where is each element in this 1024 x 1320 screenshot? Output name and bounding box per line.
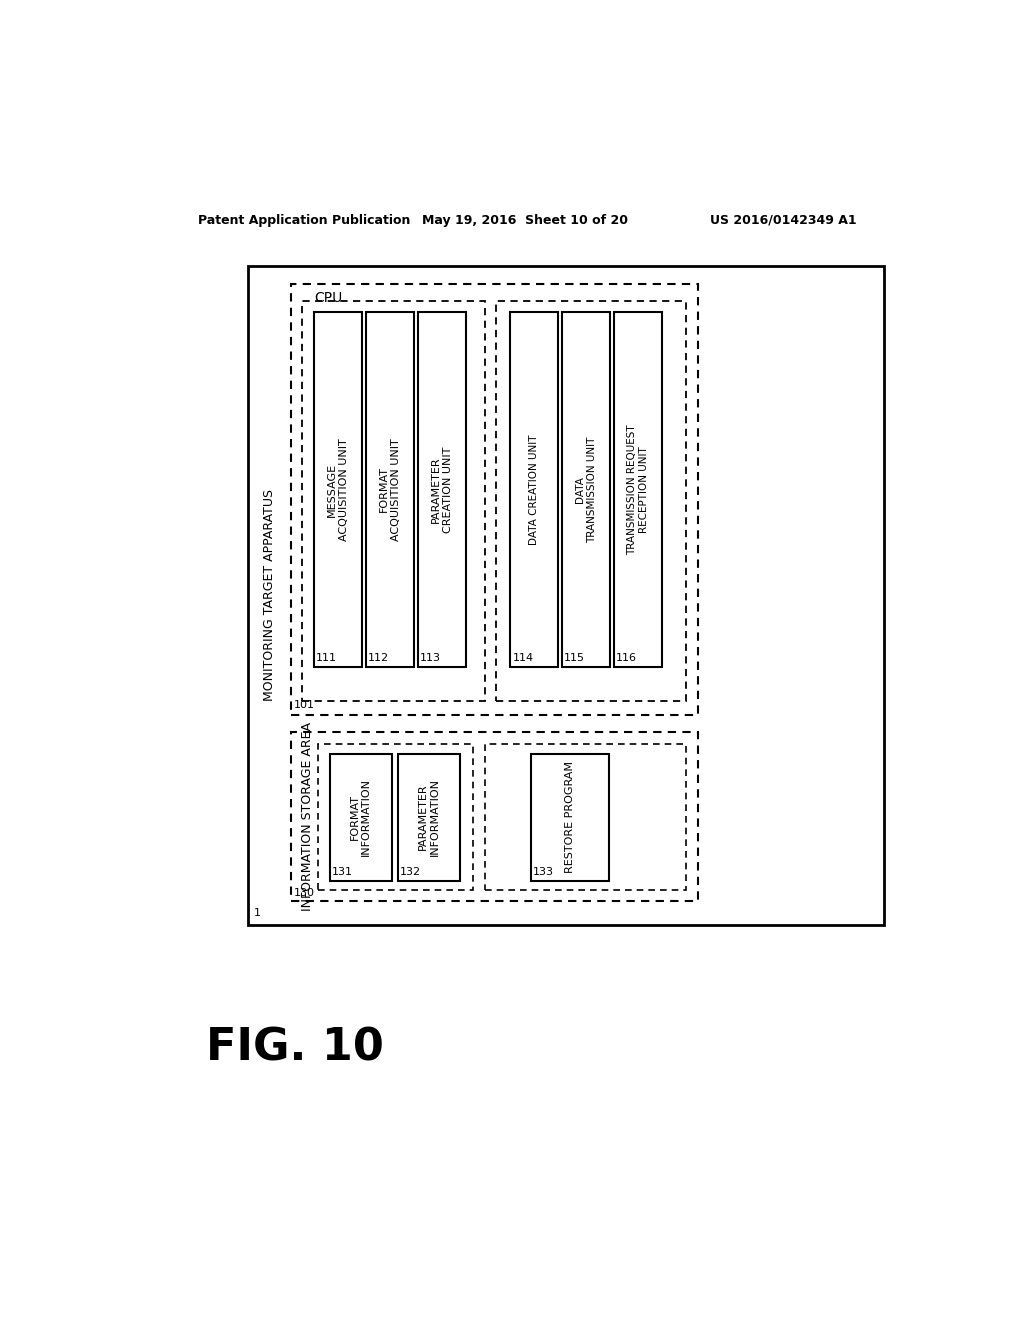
Text: FORMAT
INFORMATION: FORMAT INFORMATION <box>350 777 372 857</box>
Text: 114: 114 <box>512 653 534 663</box>
Text: 132: 132 <box>400 867 421 876</box>
Text: 116: 116 <box>616 653 637 663</box>
Text: RESTORE PROGRAM: RESTORE PROGRAM <box>565 762 574 873</box>
Text: 113: 113 <box>420 653 441 663</box>
Bar <box>291 733 697 902</box>
Text: 133: 133 <box>534 867 554 876</box>
Bar <box>510 313 558 667</box>
Text: 101: 101 <box>294 701 314 710</box>
Bar <box>531 754 608 880</box>
Bar <box>291 284 697 715</box>
Text: MESSAGE
ACQUISITION UNIT: MESSAGE ACQUISITION UNIT <box>328 438 349 541</box>
Text: DATA CREATION UNIT: DATA CREATION UNIT <box>529 434 539 545</box>
Text: DATA
TRANSMISSION UNIT: DATA TRANSMISSION UNIT <box>575 437 597 543</box>
Bar <box>366 313 414 667</box>
Bar <box>314 313 362 667</box>
Bar <box>317 743 473 890</box>
Text: 111: 111 <box>316 653 337 663</box>
Bar <box>248 267 884 924</box>
Text: 130: 130 <box>294 887 314 898</box>
Text: PARAMETER
INFORMATION: PARAMETER INFORMATION <box>418 777 439 857</box>
Text: 1: 1 <box>254 908 261 919</box>
Bar <box>484 743 686 890</box>
Bar <box>614 313 662 667</box>
Text: FIG. 10: FIG. 10 <box>206 1026 383 1069</box>
Bar <box>330 754 391 880</box>
Bar <box>397 754 460 880</box>
Text: TRANSMISSION REQUEST
RECEPTION UNIT: TRANSMISSION REQUEST RECEPTION UNIT <box>627 424 649 554</box>
Text: CPU: CPU <box>314 290 342 305</box>
Bar <box>302 301 484 701</box>
Text: May 19, 2016  Sheet 10 of 20: May 19, 2016 Sheet 10 of 20 <box>422 214 628 227</box>
Bar <box>496 301 686 701</box>
Text: PARAMETER
CREATION UNIT: PARAMETER CREATION UNIT <box>431 446 453 533</box>
Text: FORMAT
ACQUISITION UNIT: FORMAT ACQUISITION UNIT <box>379 438 400 541</box>
Text: US 2016/0142349 A1: US 2016/0142349 A1 <box>710 214 856 227</box>
Text: INFORMATION STORAGE AREA: INFORMATION STORAGE AREA <box>301 722 314 911</box>
Bar <box>418 313 466 667</box>
Text: 112: 112 <box>369 653 389 663</box>
Text: Patent Application Publication: Patent Application Publication <box>198 214 411 227</box>
Text: MONITORING TARGET APPARATUS: MONITORING TARGET APPARATUS <box>263 488 276 701</box>
Bar <box>562 313 610 667</box>
Text: 131: 131 <box>332 867 353 876</box>
Text: 115: 115 <box>564 653 586 663</box>
